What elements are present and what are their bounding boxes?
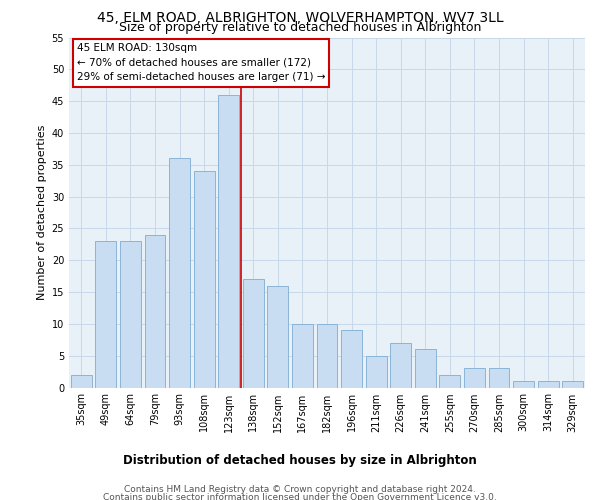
Bar xyxy=(292,324,313,388)
Bar xyxy=(95,241,116,388)
Bar xyxy=(120,241,141,388)
Text: Contains HM Land Registry data © Crown copyright and database right 2024.: Contains HM Land Registry data © Crown c… xyxy=(124,485,476,494)
Bar xyxy=(562,381,583,388)
Bar xyxy=(415,350,436,388)
Text: Distribution of detached houses by size in Albrighton: Distribution of detached houses by size … xyxy=(123,454,477,467)
Bar xyxy=(365,356,386,388)
Bar xyxy=(71,375,92,388)
Text: Size of property relative to detached houses in Albrighton: Size of property relative to detached ho… xyxy=(119,21,481,34)
Text: Contains public sector information licensed under the Open Government Licence v3: Contains public sector information licen… xyxy=(103,493,497,500)
Bar xyxy=(439,375,460,388)
Bar xyxy=(268,286,289,388)
Bar xyxy=(218,95,239,388)
Bar xyxy=(464,368,485,388)
Bar xyxy=(488,368,509,388)
Bar xyxy=(390,343,411,388)
Bar xyxy=(145,235,166,388)
Text: 45, ELM ROAD, ALBRIGHTON, WOLVERHAMPTON, WV7 3LL: 45, ELM ROAD, ALBRIGHTON, WOLVERHAMPTON,… xyxy=(97,11,503,25)
Bar xyxy=(538,381,559,388)
Bar xyxy=(243,280,264,388)
Bar xyxy=(194,171,215,388)
Bar xyxy=(513,381,534,388)
Bar xyxy=(341,330,362,388)
Bar xyxy=(169,158,190,388)
Text: 45 ELM ROAD: 130sqm
← 70% of detached houses are smaller (172)
29% of semi-detac: 45 ELM ROAD: 130sqm ← 70% of detached ho… xyxy=(77,43,325,82)
Bar xyxy=(317,324,337,388)
Y-axis label: Number of detached properties: Number of detached properties xyxy=(37,125,47,300)
